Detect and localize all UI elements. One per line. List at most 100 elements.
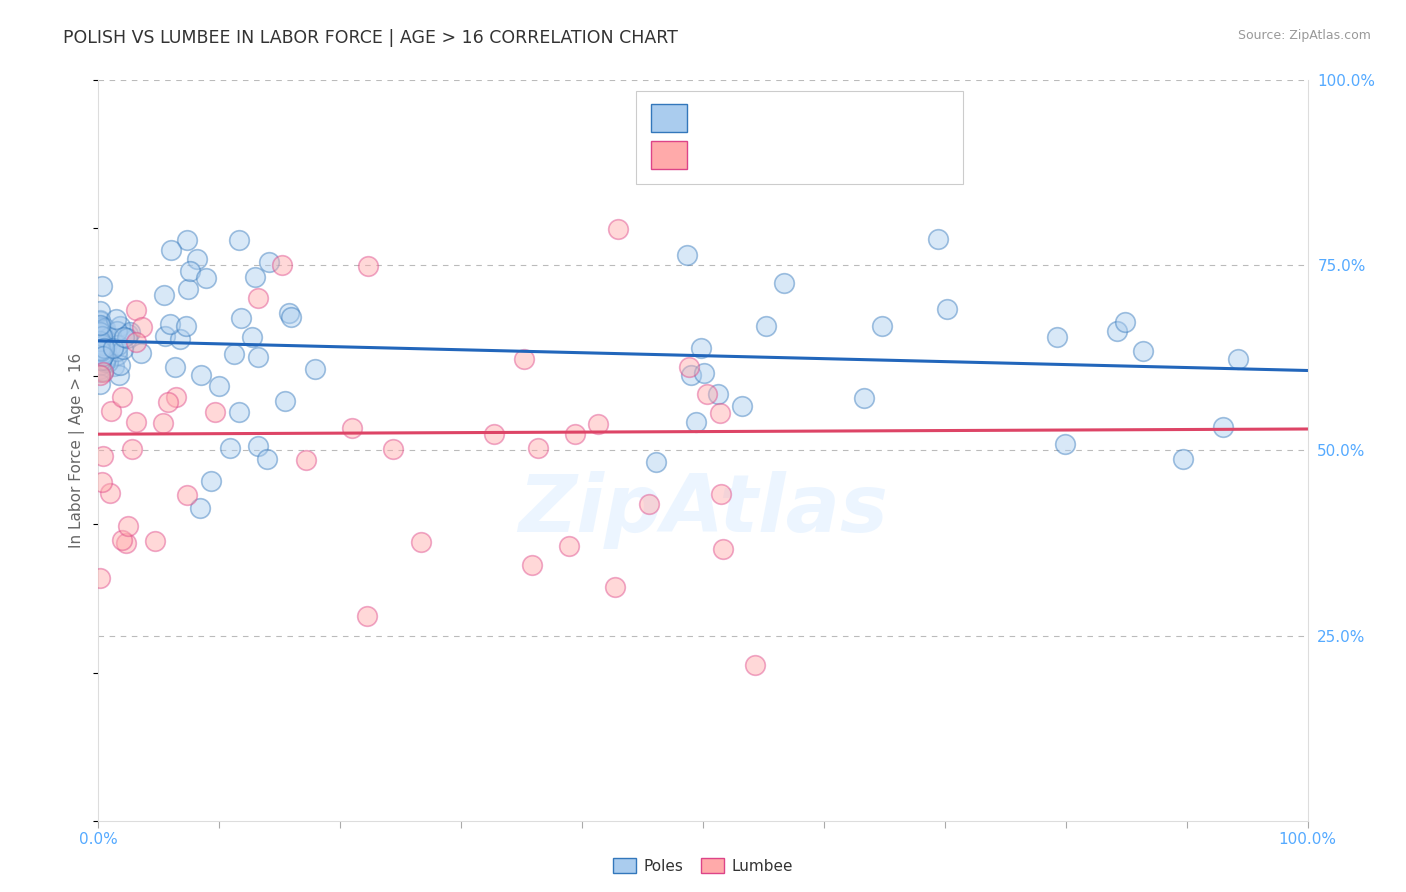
Point (246, 440, 269, 454)
Point (89, 334, 111, 348)
Point (90, 352, 112, 367)
FancyBboxPatch shape (651, 104, 688, 132)
Point (105, 348, 128, 362)
Point (100, 404, 122, 418)
Point (153, 287, 176, 301)
Point (111, 390, 134, 404)
Point (709, 406, 731, 420)
Point (89, 365, 111, 379)
Point (195, 270, 218, 285)
Point (103, 359, 125, 373)
Point (94, 355, 117, 369)
Point (357, 259, 380, 273)
Point (304, 362, 326, 376)
Point (247, 291, 270, 305)
Point (94, 343, 117, 358)
Point (89, 572, 111, 586)
Point (527, 441, 550, 455)
Point (89, 362, 111, 376)
Point (1053, 437, 1076, 451)
Point (93, 319, 115, 334)
Point (131, 320, 153, 334)
Point (115, 535, 138, 549)
Point (685, 415, 707, 429)
Point (91, 321, 114, 335)
Point (91, 349, 114, 363)
Point (224, 346, 246, 360)
Point (89, 334, 111, 348)
Point (89, 314, 111, 328)
Point (711, 542, 734, 557)
Point (176, 233, 198, 247)
Point (870, 318, 893, 333)
Point (91, 338, 114, 352)
Point (91, 348, 114, 362)
Point (94, 326, 117, 340)
Point (186, 252, 208, 267)
Point (97, 330, 120, 344)
Point (89, 338, 111, 352)
Point (125, 335, 148, 350)
Point (91, 332, 114, 346)
Point (93, 342, 115, 356)
Point (107, 338, 129, 352)
Point (89, 358, 111, 372)
Point (679, 368, 702, 382)
Point (89, 330, 111, 344)
Point (97, 355, 120, 369)
Point (89, 325, 111, 339)
Point (1046, 330, 1069, 344)
Point (179, 264, 201, 278)
Text: POLISH VS LUMBEE IN LABOR FORCE | AGE > 16 CORRELATION CHART: POLISH VS LUMBEE IN LABOR FORCE | AGE > … (63, 29, 678, 46)
Point (676, 248, 699, 262)
Point (91, 337, 114, 351)
Point (155, 329, 177, 343)
Text: 122: 122 (887, 109, 917, 127)
Point (188, 500, 211, 515)
Point (90, 475, 112, 490)
Point (240, 330, 263, 344)
Text: 46: 46 (887, 146, 907, 164)
Text: Source: ZipAtlas.com: Source: ZipAtlas.com (1237, 29, 1371, 42)
Point (607, 222, 630, 236)
Point (744, 657, 766, 672)
Point (96, 349, 118, 363)
Point (117, 331, 139, 345)
Point (411, 535, 433, 549)
Point (118, 325, 141, 339)
Point (89, 377, 111, 392)
Point (94, 341, 117, 355)
Point (693, 366, 716, 380)
Text: ZipAtlas: ZipAtlas (517, 471, 889, 549)
Point (96, 337, 118, 351)
Point (1212, 420, 1234, 434)
Point (104, 311, 127, 326)
Text: R =: R = (699, 109, 740, 127)
Point (152, 417, 174, 431)
Point (706, 387, 728, 401)
Point (637, 497, 659, 511)
Point (294, 453, 316, 467)
Point (91, 279, 114, 293)
Point (121, 442, 143, 456)
FancyBboxPatch shape (651, 141, 688, 169)
Point (381, 442, 404, 456)
Point (731, 399, 754, 413)
Point (1105, 324, 1128, 338)
Point (89, 368, 111, 382)
Point (110, 358, 132, 372)
FancyBboxPatch shape (637, 91, 963, 184)
Point (90, 332, 112, 346)
Point (98, 486, 121, 500)
Point (936, 302, 959, 317)
Point (91, 336, 114, 351)
Point (177, 282, 200, 296)
Point (108, 319, 131, 334)
Point (93, 340, 115, 354)
Point (117, 518, 139, 533)
Point (190, 368, 212, 383)
Point (157, 394, 180, 409)
Point (111, 342, 134, 356)
Point (89, 319, 111, 334)
Point (1227, 351, 1250, 366)
